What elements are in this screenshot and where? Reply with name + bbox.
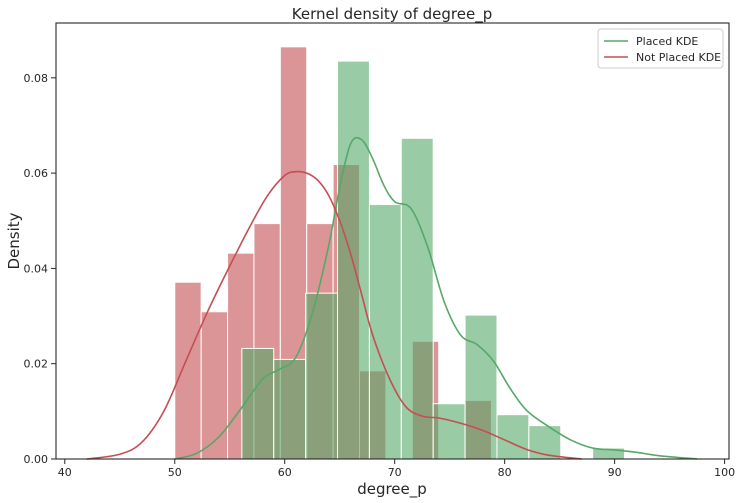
not-placed-histogram-bar xyxy=(174,281,202,460)
x-tick-label: 70 xyxy=(388,466,402,479)
histogram-layer xyxy=(174,46,626,460)
placed-histogram-bar xyxy=(400,137,434,460)
legend: Placed KDE Not Placed KDE xyxy=(597,28,724,69)
x-tick-label: 50 xyxy=(168,466,182,479)
placed-histogram-bar xyxy=(241,347,275,460)
x-tick-label: 60 xyxy=(278,466,292,479)
x-tick-label: 80 xyxy=(498,466,512,479)
y-axis-label: Density xyxy=(5,212,23,269)
x-axis-label: degree_p xyxy=(357,480,427,499)
chart-title: Kernel density of degree_p xyxy=(292,5,492,24)
placed-histogram-bar xyxy=(337,60,370,460)
x-tick-label: 40 xyxy=(58,466,72,479)
kde-layer xyxy=(86,136,698,460)
y-tick-label: 0.06 xyxy=(24,167,49,180)
legend-label-placed: Placed KDE xyxy=(636,35,698,48)
placed-histogram-bar xyxy=(464,314,498,460)
placed-histogram-bar xyxy=(496,414,530,460)
x-tick-label: 90 xyxy=(608,466,622,479)
legend-box xyxy=(597,28,724,69)
not-placed-kde-line xyxy=(86,170,582,460)
x-tick-label: 100 xyxy=(714,466,735,479)
placed-histogram-bar xyxy=(368,204,402,460)
plot-frame xyxy=(55,22,730,460)
y-tick-label: 0.04 xyxy=(24,262,49,275)
y-tick-label: 0.08 xyxy=(24,72,49,85)
y-tick-label: 0.02 xyxy=(24,358,49,371)
placed-kde-line xyxy=(174,136,698,460)
placed-histogram-bar xyxy=(432,403,466,460)
placed-histogram-bar xyxy=(273,358,307,460)
axes-layer: 40 50 60 70 80 90 100 0.00 0.02 0.04 0.06 0.08 xyxy=(24,22,735,479)
legend-label-not-placed: Not Placed KDE xyxy=(636,51,721,64)
y-tick-label: 0.00 xyxy=(24,453,49,466)
not-placed-histogram-bar xyxy=(200,311,229,460)
